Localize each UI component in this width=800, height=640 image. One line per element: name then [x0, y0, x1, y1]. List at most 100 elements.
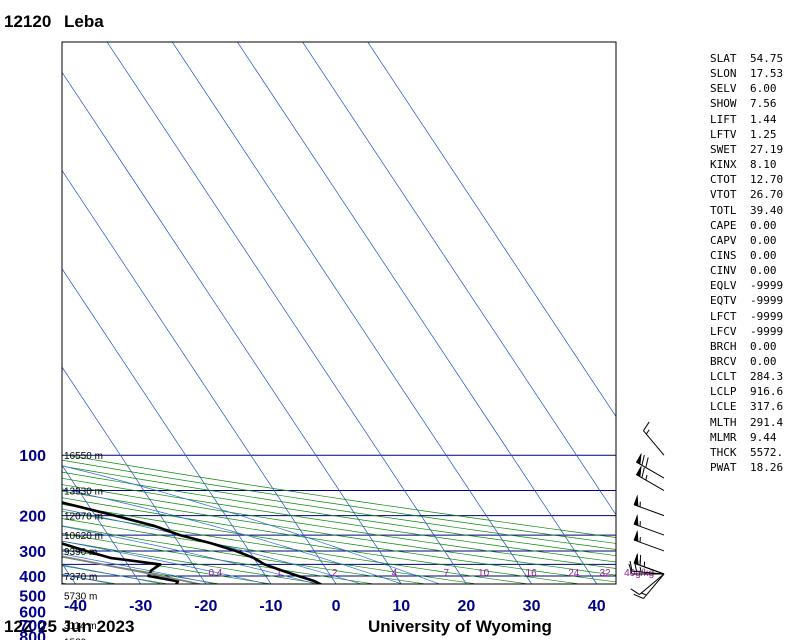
barb-staff: [633, 539, 665, 552]
index-key: LFTV: [710, 127, 737, 141]
wind-barb: [643, 421, 665, 456]
dry-adiabat: [0, 455, 351, 640]
index-key: LFCT: [710, 309, 737, 323]
index-value: 39.40: [750, 203, 784, 217]
index-value: 26.70: [750, 188, 784, 202]
isotherm: [302, 42, 616, 516]
index-row: CTOT 12.70: [710, 173, 783, 187]
moist-adiabat: [62, 465, 441, 584]
pressure-tick-label: 300: [19, 544, 46, 561]
temperature-tick-label: 40: [588, 598, 606, 615]
pressure-tick-label: 600: [19, 604, 46, 621]
index-value: -9999: [750, 309, 784, 323]
mixing-ratio-line: [509, 611, 604, 640]
mixing-ratio-line: [314, 611, 396, 640]
index-row: KINX 8.10: [710, 158, 777, 172]
index-key: CTOT: [710, 173, 737, 187]
barb-pennant: [635, 465, 642, 478]
index-row: LFCT -9999: [710, 310, 783, 324]
height-label: 12070 m: [64, 512, 103, 523]
mixing-ratio-label: 7: [443, 568, 449, 579]
index-key: TOTL: [710, 203, 737, 217]
background-grid: [0, 42, 616, 640]
index-value: 5572.: [750, 445, 784, 459]
pressure-tick-label: 100: [19, 448, 46, 465]
wind-barb: [630, 573, 665, 595]
wind-barb: [633, 514, 665, 536]
temperature-tick-label: -30: [129, 598, 152, 615]
barb-flag: [633, 561, 638, 572]
index-value: 6.00: [750, 82, 777, 96]
index-key: EQTV: [710, 294, 737, 308]
mixing-ratio-line: [362, 611, 447, 640]
dry-adiabat: [66, 454, 616, 538]
index-value: 0.00: [750, 264, 777, 278]
index-value: 317.6: [750, 400, 784, 414]
index-value: 0.00: [750, 233, 777, 247]
index-row: EQTV -9999: [710, 294, 783, 308]
mixing-ratio-label: 32: [599, 568, 611, 579]
mixing-ratio-line: [480, 611, 573, 640]
pressure-axis: 1002003004005006007008009001000: [19, 448, 46, 640]
index-value: 0.00: [750, 248, 777, 262]
dry-adiabat: [62, 533, 377, 584]
index-key: LCLP: [710, 385, 737, 399]
index-value: 0.00: [750, 218, 777, 232]
mixing-ratio-label: 1: [276, 568, 282, 579]
height-label: 16550 m: [64, 451, 103, 462]
height-label: 9390 m: [64, 547, 97, 558]
isotherm: [62, 71, 402, 584]
index-key: CINS: [710, 248, 737, 262]
temperature-tick-label: 0: [332, 598, 341, 615]
dry-adiabat: [62, 497, 616, 583]
dry-adiabat: [62, 471, 616, 557]
wind-barb: [633, 495, 665, 517]
index-value: 9.44: [750, 430, 777, 444]
index-row: BRCV 0.00: [710, 355, 777, 369]
mixing-ratio-line: [204, 611, 279, 640]
dry-adiabat: [62, 510, 531, 584]
barb-flag: [628, 563, 633, 575]
barb-half-flag: [639, 566, 642, 573]
dry-adiabat: [62, 504, 583, 584]
barb-pennant: [633, 495, 639, 507]
pressure-tick-label: 400: [19, 569, 46, 586]
index-row: CINV 0.00: [710, 264, 777, 278]
dry-adiabat: [62, 459, 616, 544]
index-key: KINX: [710, 158, 737, 172]
index-row: SWET 27.19: [710, 143, 783, 157]
wind-barbs: [628, 421, 665, 599]
index-value: -9999: [750, 324, 784, 338]
index-row: LFCV -9999: [710, 325, 783, 339]
temperature-tick-label: -10: [259, 598, 282, 615]
index-key: BRCH: [710, 339, 737, 353]
index-row: SLAT 54.75: [710, 52, 783, 66]
height-label: 5730 m: [64, 591, 97, 602]
index-value: 0.00: [750, 339, 777, 353]
index-row: SLON 17.53: [710, 67, 783, 81]
index-row: LCLT 284.3: [710, 370, 783, 384]
barb-pennant: [635, 453, 642, 465]
index-value: 916.6: [750, 385, 784, 399]
mixing-ratio-label: 0.4: [208, 568, 222, 579]
index-key: VTOT: [710, 188, 737, 202]
isotherm: [62, 169, 337, 584]
station-id: 12120: [4, 12, 52, 31]
pressure-tick-label: 500: [19, 588, 46, 605]
index-row: THCK 5572.: [710, 446, 783, 460]
index-key: SLON: [710, 67, 737, 81]
barb-staff: [643, 430, 665, 456]
isotherm: [236, 42, 598, 584]
temperature-tick-label: 20: [458, 598, 476, 615]
barb-staff: [636, 474, 665, 491]
index-value: 8.10: [750, 158, 777, 172]
dry-adiabat: [62, 477, 616, 563]
index-row: CINS 0.00: [710, 249, 777, 263]
index-value: 27.19: [750, 142, 784, 156]
temperature-tick-label: -20: [194, 598, 217, 615]
index-value: 12.70: [750, 173, 784, 187]
isotherm: [62, 464, 142, 584]
moist-adiabat: [62, 525, 318, 584]
index-row: SELV 6.00: [710, 82, 777, 96]
index-key: LFCV: [710, 324, 737, 338]
